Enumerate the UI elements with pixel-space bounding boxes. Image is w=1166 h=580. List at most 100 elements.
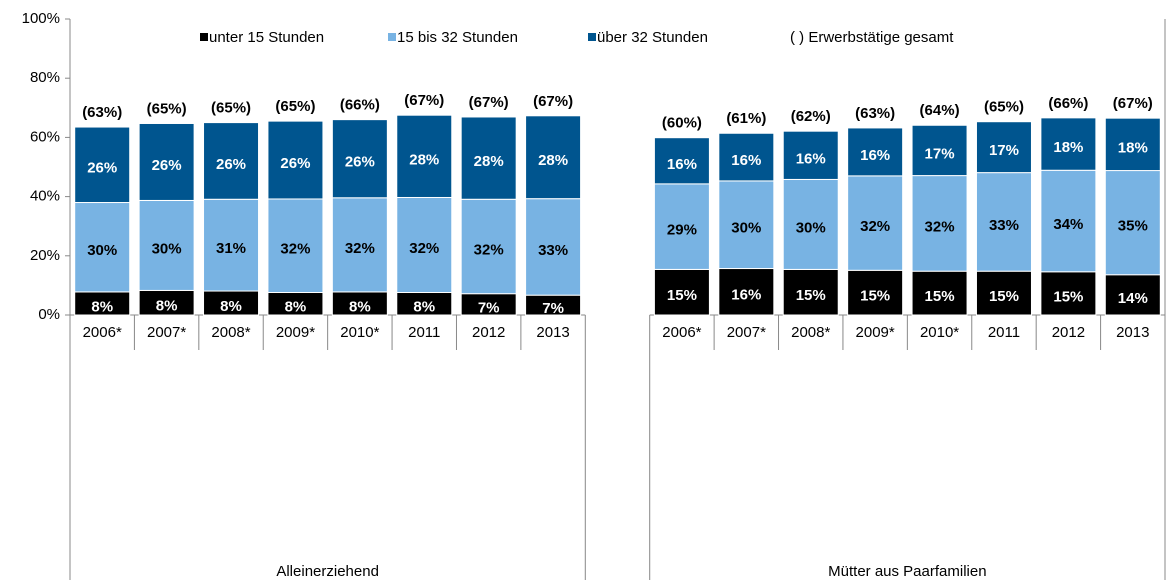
y-tick-label: 60% — [30, 128, 60, 145]
x-tick-label: 2012 — [1052, 324, 1085, 341]
value-label: 34% — [1053, 216, 1083, 233]
bar-segment — [138, 122, 195, 201]
value-label: 31% — [216, 240, 246, 257]
value-label: 18% — [1053, 139, 1083, 156]
value-label: 30% — [731, 220, 761, 237]
value-label: 32% — [925, 218, 955, 235]
total-label: (66%) — [340, 97, 380, 114]
bar-segment — [267, 120, 324, 200]
group-label: Alleinerziehend — [276, 563, 379, 580]
bar-segment — [1040, 169, 1097, 273]
value-label: 16% — [667, 156, 697, 173]
bar-segment — [718, 180, 775, 270]
value-label: 30% — [152, 240, 182, 257]
legend-swatch — [200, 33, 208, 41]
y-tick-label: 40% — [30, 188, 60, 205]
bar-segment — [975, 121, 1032, 174]
value-label: 30% — [796, 219, 826, 236]
value-label: 28% — [409, 151, 439, 168]
value-label: 16% — [731, 287, 761, 304]
value-label: 28% — [538, 152, 568, 169]
bar-segment — [396, 196, 453, 294]
bar-segment — [718, 268, 775, 316]
y-tick-label: 80% — [30, 69, 60, 86]
value-label: 32% — [409, 240, 439, 257]
bar-segment — [1104, 274, 1161, 316]
bar-segment — [1104, 117, 1161, 172]
bar-segment — [782, 130, 839, 180]
bar-segment — [653, 183, 710, 270]
bar-segment — [975, 270, 1032, 316]
value-label: 8% — [91, 298, 113, 315]
bar-segment — [396, 114, 453, 198]
value-label: 8% — [156, 298, 178, 315]
bar-segment — [74, 126, 131, 204]
bar-segment — [653, 268, 710, 316]
legend-label: unter 15 Stunden — [209, 29, 324, 46]
legend-label: 15 bis 32 Stunden — [397, 29, 518, 46]
value-label: 15% — [925, 288, 955, 305]
total-label: (63%) — [82, 104, 122, 121]
bar-segment — [1104, 170, 1161, 276]
x-tick-label: 2008* — [791, 324, 830, 341]
value-label: 32% — [860, 218, 890, 235]
value-label: 16% — [860, 147, 890, 164]
total-label: (64%) — [920, 102, 960, 119]
bar-segment — [138, 289, 195, 316]
x-tick-label: 2010* — [920, 324, 959, 341]
value-label: 26% — [345, 154, 375, 171]
value-label: 35% — [1118, 218, 1148, 235]
value-label: 15% — [989, 288, 1019, 305]
bar-segment — [460, 198, 517, 295]
x-tick-label: 2007* — [147, 324, 186, 341]
x-tick-label: 2010* — [340, 324, 379, 341]
value-label: 15% — [1053, 288, 1083, 305]
bar-segment — [718, 132, 775, 182]
y-tick-label: 100% — [22, 10, 60, 27]
y-tick-label: 20% — [30, 247, 60, 264]
value-label: 32% — [345, 240, 375, 257]
total-label: (67%) — [1113, 95, 1153, 112]
bar-segment — [847, 175, 904, 271]
group-label: Mütter aus Paarfamilien — [828, 563, 986, 580]
bar-segment — [911, 124, 968, 177]
bar-segment — [653, 137, 710, 185]
bar-segment — [911, 175, 968, 272]
value-label: 26% — [216, 156, 246, 173]
total-label: (67%) — [404, 92, 444, 109]
value-label: 7% — [542, 300, 564, 317]
x-tick-label: 2011 — [408, 324, 440, 341]
total-label: (65%) — [984, 99, 1024, 116]
value-label: 8% — [220, 298, 242, 315]
total-label: (67%) — [469, 94, 509, 111]
x-tick-label: 2011 — [988, 324, 1020, 341]
total-label: (67%) — [533, 93, 573, 110]
total-label: (65%) — [275, 98, 315, 115]
value-label: 16% — [731, 152, 761, 169]
value-label: 33% — [989, 217, 1019, 234]
total-label: (63%) — [855, 105, 895, 122]
value-label: 26% — [87, 160, 117, 177]
x-tick-label: 2009* — [276, 324, 315, 341]
value-label: 17% — [989, 142, 1019, 159]
legend-note: ( ) Erwerbstätige gesamt — [790, 29, 954, 46]
bar-segment — [1040, 117, 1097, 171]
value-label: 18% — [1118, 139, 1148, 156]
x-tick-label: 2009* — [856, 324, 895, 341]
value-label: 15% — [860, 288, 890, 305]
value-label: 32% — [474, 241, 504, 258]
value-label: 26% — [280, 155, 310, 172]
bar-segment — [74, 202, 131, 293]
legend-swatch — [588, 33, 596, 41]
bar-segment — [203, 198, 260, 292]
value-label: 8% — [285, 299, 307, 316]
value-label: 15% — [796, 287, 826, 304]
total-label: (66%) — [1048, 95, 1088, 112]
bar-segment — [525, 198, 582, 296]
x-tick-label: 2006* — [83, 324, 122, 341]
bar-segment — [525, 115, 582, 200]
value-label: 26% — [152, 157, 182, 174]
x-tick-label: 2013 — [536, 324, 569, 341]
bar-segment — [331, 197, 388, 293]
x-tick-label: 2013 — [1116, 324, 1149, 341]
